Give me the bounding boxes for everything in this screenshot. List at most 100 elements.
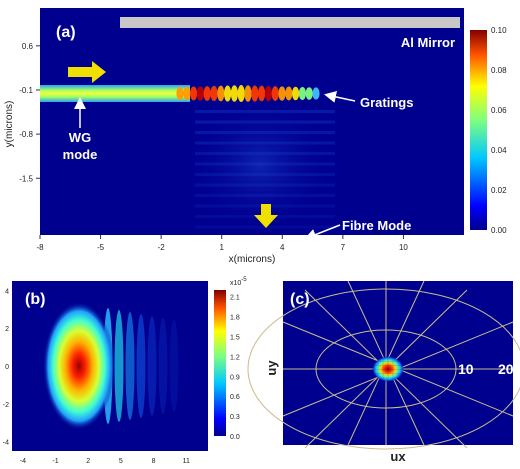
panel-c-y-axis-label: uy	[264, 360, 279, 376]
a-colorbar-tick-label: 0.02	[491, 186, 507, 195]
grating-lobe	[176, 86, 184, 101]
panel-a-colorbar-ticks: 0.10 0.08 0.06 0.04 0.02 0.00	[491, 26, 507, 235]
al-mirror-label: Al Mirror	[401, 35, 455, 50]
a-y-tick-label: -1.5	[19, 174, 33, 183]
grating-lobe	[203, 86, 211, 101]
grating-lobe	[210, 85, 218, 102]
b-y-tick-label: -2	[3, 402, 9, 409]
a-x-tick-label: 4	[280, 243, 285, 252]
panel-c-pixel-grid	[372, 356, 404, 383]
panel-b-x-ticks: -4 -1 2 5 8 11	[20, 458, 190, 465]
a-colorbar-tick-label: 0.00	[491, 226, 507, 235]
panel-b-colorbar	[214, 290, 226, 436]
panel-a-y-axis-label: y(microns)	[4, 101, 15, 148]
fibre-fringe	[195, 131, 335, 134]
b-x-tick-label: -4	[20, 458, 26, 465]
a-y-tick-label: -0.1	[19, 86, 33, 95]
b-colorbar-tick-label: 2.1	[230, 295, 240, 302]
b-fringe	[169, 320, 179, 412]
a-y-tick-label: 0.6	[22, 42, 34, 51]
panel-a-x-axis-label: x(microns)	[229, 254, 276, 265]
b-y-tick-label: 4	[5, 288, 9, 295]
grating-lobe	[224, 85, 232, 102]
panel-a-waveguide-band	[40, 85, 190, 102]
panel-b-colorbar-exponent: x10-5	[230, 277, 247, 287]
a-colorbar-tick-label: 0.04	[491, 146, 507, 155]
b-colorbar-tick-label: 1.2	[230, 354, 240, 361]
grating-lobe	[237, 85, 245, 102]
al-mirror-bar	[120, 17, 460, 28]
b-colorbar-tick-label: 0.9	[230, 374, 240, 381]
b-x-tick-label: 8	[152, 458, 156, 465]
grating-lobe	[183, 86, 191, 101]
b-y-tick-label: -4	[3, 440, 9, 447]
panel-a-y-ticks: 0.6 -0.1 -0.8 -1.5	[19, 42, 40, 183]
arrow-right-icon	[68, 61, 106, 83]
grating-lobe	[271, 86, 279, 101]
panel-a: (a) Al Mirror WG mode Gratings Fibre Mod…	[4, 8, 507, 265]
a-x-tick-label: -8	[36, 243, 44, 252]
b-colorbar-tick-label: 0.6	[230, 394, 240, 401]
b-fringe	[136, 314, 146, 418]
fibre-fringe	[195, 183, 335, 187]
grating-lobe	[196, 86, 204, 101]
fibre-fringe	[195, 194, 335, 197]
panel-c-label: (c)	[290, 291, 310, 308]
b-colorbar-tick-label: 1.8	[230, 315, 240, 322]
grating-lobe	[285, 86, 293, 101]
grating-lobe	[258, 85, 266, 102]
fibre-mode-label: Fibre Mode	[342, 218, 411, 233]
panel-c-spot	[372, 356, 404, 382]
panel-b-y-ticks: 4 2 0 -2 -4	[3, 288, 9, 446]
fibre-fringe	[195, 141, 335, 145]
fibre-fringe	[195, 120, 335, 124]
panel-b-spot	[43, 302, 115, 430]
a-x-tick-label: 7	[341, 243, 346, 252]
panel-b-colorbar-ticks: 2.1 1.8 1.5 1.2 0.9 0.6 0.3 0.0	[230, 295, 240, 441]
grating-lobe	[230, 85, 238, 102]
panel-b: (b) -4 -1 2 5 8 11 4 2 0 -2 -4 x10-5 2.1 1.8 1.5 1.2…	[3, 277, 248, 465]
b-x-tick-label: 11	[183, 458, 190, 465]
panel-a-label: (a)	[56, 24, 76, 41]
panel-c-x-axis-label: ux	[390, 449, 406, 464]
wg-mode-label-line2: mode	[63, 147, 98, 162]
ring-label-10: 10	[458, 361, 474, 377]
grating-lobe	[190, 86, 198, 101]
a-x-tick-label: 10	[399, 243, 408, 252]
b-colorbar-tick-label: 0.0	[230, 434, 240, 441]
panel-a-x-ticks: -8 -5 -2 1 4 7 10	[36, 235, 408, 252]
grating-lobe	[312, 87, 320, 100]
gratings-label: Gratings	[360, 95, 413, 110]
a-y-tick-label: -0.8	[19, 130, 33, 139]
fibre-fringe	[195, 152, 335, 155]
wg-mode-label-line1: WG	[69, 130, 91, 145]
fibre-fringe	[195, 173, 335, 176]
grating-lobe	[217, 85, 225, 102]
panel-b-label: (b)	[25, 291, 45, 308]
a-colorbar-tick-label: 0.06	[491, 106, 507, 115]
b-colorbar-tick-label: 0.3	[230, 414, 240, 421]
b-fringe	[147, 316, 157, 416]
grating-lobe	[305, 87, 313, 100]
b-fringe	[158, 318, 168, 414]
b-y-tick-label: 2	[5, 326, 9, 333]
ring-label-20: 20	[498, 361, 514, 377]
b-x-tick-label: 2	[86, 458, 90, 465]
fibre-mode-pointer	[304, 224, 341, 241]
arrow-down-icon	[254, 204, 278, 228]
b-x-tick-label: 5	[119, 458, 123, 465]
fibre-fringe	[195, 162, 335, 166]
grating-lobe	[244, 85, 252, 102]
grating-lobe	[292, 86, 300, 101]
b-x-tick-label: -1	[52, 458, 58, 465]
fibre-fringe	[195, 110, 335, 113]
grating-lobe	[251, 85, 259, 102]
a-colorbar-tick-label: 0.08	[491, 66, 507, 75]
b-colorbar-tick-label: 1.5	[230, 334, 240, 341]
a-x-tick-label: 1	[219, 243, 224, 252]
grating-lobe	[278, 86, 286, 101]
b-fringe	[125, 312, 135, 420]
panel-a-colorbar	[470, 30, 487, 230]
a-x-tick-label: -5	[97, 243, 105, 252]
